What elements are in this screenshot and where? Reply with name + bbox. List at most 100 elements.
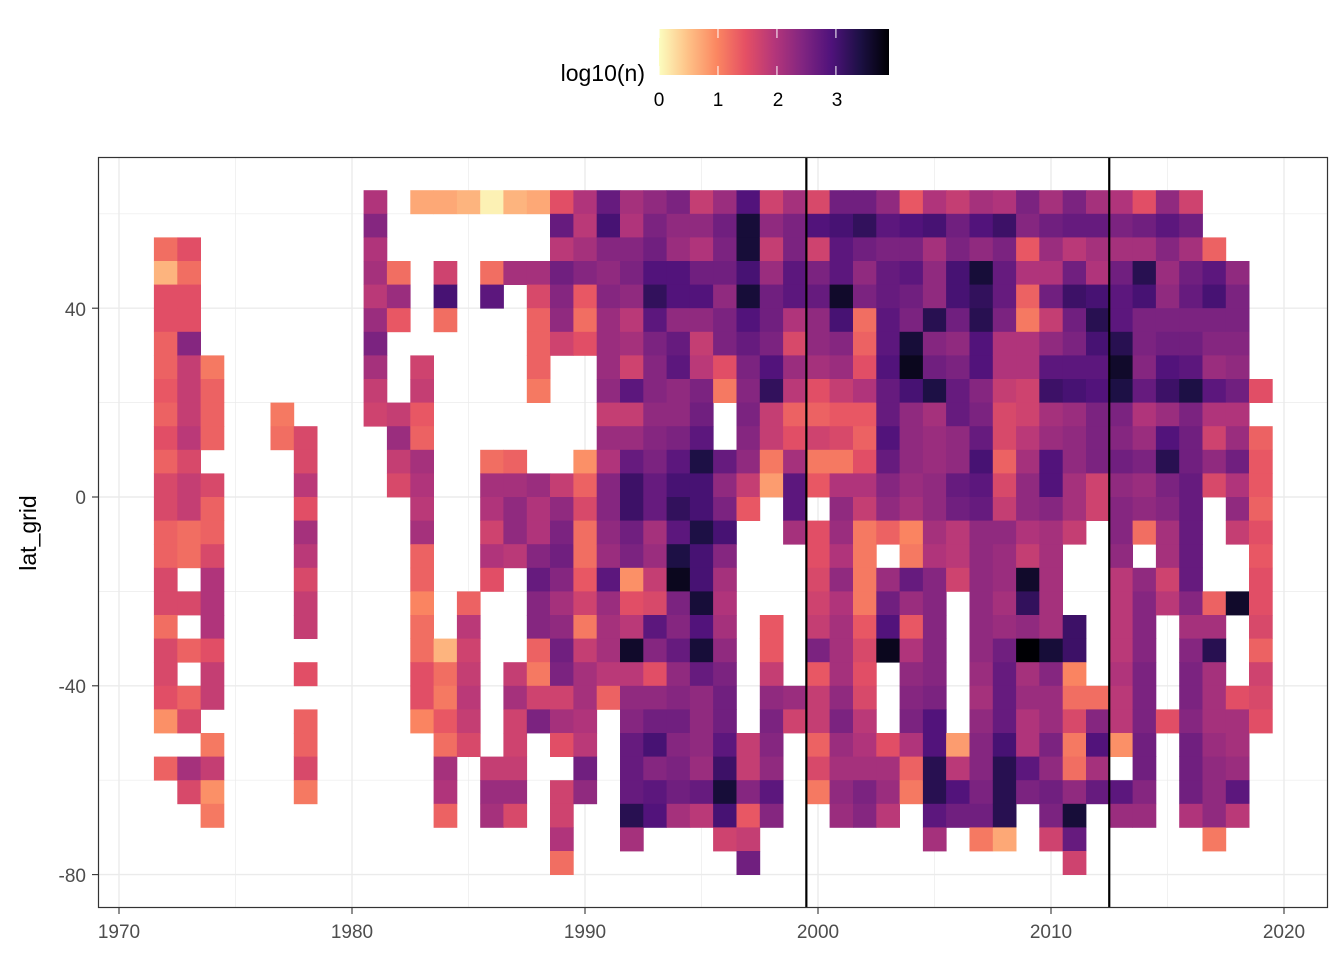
heatmap-cell — [1179, 379, 1203, 403]
heatmap-cell — [969, 756, 994, 781]
heatmap-cell — [666, 733, 691, 757]
heatmap-cell — [1132, 567, 1157, 592]
heatmap-cell — [573, 638, 598, 663]
heatmap-cell — [1039, 662, 1063, 687]
heatmap-cell — [713, 567, 737, 592]
heatmap-cell — [153, 473, 178, 498]
heatmap-cell — [853, 190, 877, 215]
heatmap-cell — [969, 780, 994, 805]
heatmap-cell — [177, 331, 201, 356]
heatmap-cell — [666, 780, 691, 805]
heatmap-cell — [643, 237, 667, 262]
heatmap-cell — [293, 473, 318, 498]
heatmap-cell — [153, 379, 178, 403]
heatmap-cell — [713, 591, 737, 616]
heatmap-cell — [503, 261, 528, 285]
heatmap-cell — [876, 308, 900, 333]
heatmap-cell — [643, 662, 667, 687]
heatmap-cell — [1225, 402, 1250, 427]
heatmap-cell — [689, 591, 714, 616]
heatmap-cell — [736, 780, 761, 805]
heatmap-cell — [620, 520, 644, 545]
heatmap-cell — [573, 780, 598, 805]
heatmap-cell — [969, 237, 994, 262]
heatmap-cell — [1132, 803, 1157, 828]
heatmap-cell — [1062, 520, 1087, 545]
heatmap-cell — [853, 615, 877, 639]
heatmap-cell — [736, 355, 761, 380]
heatmap-cell — [1016, 331, 1040, 356]
heatmap-cell — [922, 827, 947, 852]
heatmap-cell — [1109, 685, 1133, 710]
heatmap-cell — [1155, 284, 1180, 309]
heatmap-cell — [806, 426, 831, 451]
heatmap-cell — [526, 591, 551, 616]
heatmap-cell — [1132, 213, 1157, 238]
heatmap-cell — [153, 520, 178, 545]
heatmap-cell — [853, 355, 877, 380]
heatmap-cell — [992, 402, 1017, 427]
heatmap-cell — [806, 213, 831, 238]
heatmap-cell — [1039, 756, 1063, 781]
heatmap-cell — [153, 709, 178, 734]
heatmap-cell — [1202, 827, 1227, 852]
heatmap-cell — [596, 544, 621, 569]
heatmap-cell — [1155, 261, 1180, 285]
heatmap-cell — [992, 615, 1017, 639]
heatmap-cell — [876, 615, 900, 639]
legend: log10(n) 0 1 2 3 — [561, 29, 889, 111]
heatmap-cell — [922, 379, 947, 403]
heatmap-cell — [200, 803, 225, 828]
heatmap-cell — [1155, 449, 1180, 474]
heatmap-cell — [643, 733, 667, 757]
heatmap-cell — [946, 520, 970, 545]
heatmap-cell — [992, 685, 1017, 710]
heatmap-cell — [293, 756, 318, 781]
heatmap-cell — [620, 355, 644, 380]
heatmap-cell — [713, 615, 737, 639]
heatmap-cell — [1109, 213, 1133, 238]
heatmap-cell — [550, 662, 574, 687]
heatmap-cell — [177, 355, 201, 380]
heatmap-cell — [713, 261, 737, 285]
heatmap-cell — [899, 520, 924, 545]
heatmap-cell — [853, 261, 877, 285]
heatmap-cell — [946, 544, 970, 569]
heatmap-cell — [759, 685, 784, 710]
heatmap-cell — [922, 402, 947, 427]
heatmap-cell — [969, 426, 994, 451]
heatmap-cell — [480, 544, 504, 569]
heatmap-cell — [853, 780, 877, 805]
heatmap-cell — [853, 520, 877, 545]
heatmap-cell — [177, 591, 201, 616]
heatmap-cell — [433, 662, 458, 687]
heatmap-cell — [1132, 284, 1157, 309]
heatmap-cell — [969, 685, 994, 710]
heatmap-cell — [736, 449, 761, 474]
heatmap-cell — [829, 615, 854, 639]
heatmap-cell — [899, 284, 924, 309]
heatmap-cell — [992, 756, 1017, 781]
heatmap-cell — [1249, 379, 1273, 403]
heatmap-cell — [480, 803, 504, 828]
heatmap-cell — [293, 591, 318, 616]
heatmap-cell — [1109, 473, 1133, 498]
heatmap-cell — [1039, 331, 1063, 356]
heatmap-cell — [200, 473, 225, 498]
heatmap-cell — [689, 615, 714, 639]
heatmap-cell — [759, 237, 784, 262]
heatmap-cell — [806, 284, 831, 309]
heatmap-cell — [573, 308, 598, 333]
heatmap-cell — [456, 733, 481, 757]
heatmap-cell — [736, 379, 761, 403]
heatmap-cell — [1179, 615, 1203, 639]
heatmap-cell — [922, 213, 947, 238]
heatmap-cell — [550, 497, 574, 521]
heatmap-cell — [922, 733, 947, 757]
heatmap-cell — [1016, 520, 1040, 545]
heatmap-cell — [1109, 284, 1133, 309]
heatmap-cell — [922, 662, 947, 687]
heatmap-cell — [1086, 261, 1110, 285]
colorbar-ticks — [658, 29, 837, 75]
heatmap-cell — [969, 473, 994, 498]
